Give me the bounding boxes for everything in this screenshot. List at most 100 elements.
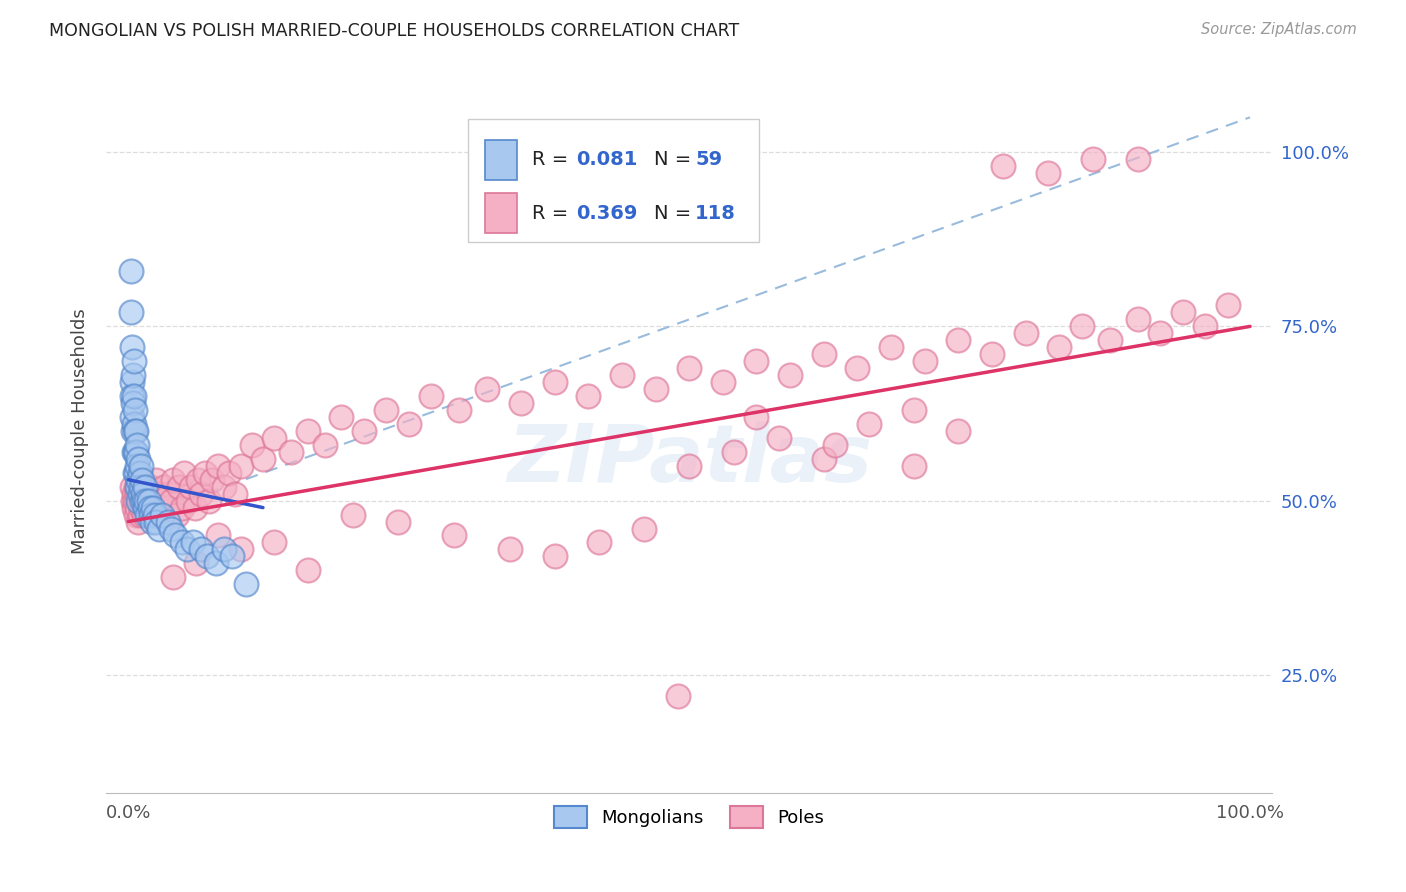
Point	[779, 368, 801, 383]
Point	[121, 424, 143, 438]
Point	[1126, 152, 1149, 166]
Point	[121, 340, 143, 354]
Point	[644, 382, 666, 396]
Point	[120, 263, 142, 277]
Point	[240, 438, 263, 452]
Point	[948, 334, 970, 348]
Point	[177, 493, 200, 508]
Point	[135, 493, 157, 508]
Point	[880, 340, 903, 354]
Point	[201, 473, 224, 487]
Point	[124, 424, 146, 438]
Point	[135, 500, 157, 515]
Point	[330, 409, 353, 424]
Point	[723, 445, 745, 459]
Point	[122, 389, 145, 403]
Bar	[485, 140, 516, 180]
Point	[190, 486, 212, 500]
Point	[165, 528, 187, 542]
Point	[128, 466, 150, 480]
Point	[813, 347, 835, 361]
Point	[142, 500, 165, 515]
Point	[499, 542, 522, 557]
Point	[678, 361, 700, 376]
Point	[136, 480, 159, 494]
Point	[229, 458, 252, 473]
Point	[122, 486, 145, 500]
Point	[125, 480, 148, 494]
Point	[824, 438, 846, 452]
Point	[121, 368, 143, 383]
Point	[190, 542, 212, 557]
Point	[173, 466, 195, 480]
Point	[124, 403, 146, 417]
Point	[125, 445, 148, 459]
Point	[134, 486, 156, 500]
Point	[914, 354, 936, 368]
Legend: Mongolians, Poles: Mongolians, Poles	[547, 798, 831, 835]
Point	[1081, 152, 1104, 166]
Point	[184, 557, 207, 571]
Point	[127, 480, 149, 494]
Point	[150, 493, 173, 508]
Point	[156, 515, 179, 529]
Point	[134, 480, 156, 494]
Point	[131, 480, 153, 494]
Point	[342, 508, 364, 522]
Point	[263, 535, 285, 549]
Point	[124, 445, 146, 459]
Text: 118: 118	[695, 204, 735, 223]
Point	[224, 486, 246, 500]
Point	[745, 409, 768, 424]
Point	[903, 458, 925, 473]
Point	[121, 480, 143, 494]
Point	[157, 486, 180, 500]
Point	[1194, 319, 1216, 334]
Point	[207, 528, 229, 542]
Point	[129, 486, 152, 500]
Point	[150, 508, 173, 522]
Point	[449, 403, 471, 417]
Point	[166, 508, 188, 522]
Point	[121, 409, 143, 424]
Y-axis label: Married-couple Households: Married-couple Households	[72, 308, 89, 554]
Point	[145, 473, 167, 487]
Text: 59: 59	[695, 151, 723, 169]
Point	[127, 500, 149, 515]
Point	[128, 508, 150, 522]
Point	[314, 438, 336, 452]
Text: R =: R =	[531, 204, 574, 223]
Point	[588, 535, 610, 549]
Point	[125, 424, 148, 438]
Text: Source: ZipAtlas.com: Source: ZipAtlas.com	[1201, 22, 1357, 37]
Point	[543, 549, 565, 564]
Point	[172, 535, 194, 549]
Point	[297, 424, 319, 438]
Point	[139, 480, 162, 494]
Point	[176, 542, 198, 557]
Point	[129, 500, 152, 515]
Point	[132, 508, 155, 522]
Point	[132, 493, 155, 508]
Point	[420, 389, 443, 403]
Point	[167, 480, 190, 494]
Point	[212, 480, 235, 494]
Point	[122, 445, 145, 459]
Point	[198, 493, 221, 508]
Point	[1047, 340, 1070, 354]
Point	[127, 515, 149, 529]
Point	[127, 458, 149, 473]
Point	[1070, 319, 1092, 334]
Point	[122, 417, 145, 431]
Point	[136, 508, 159, 522]
Text: MONGOLIAN VS POLISH MARRIED-COUPLE HOUSEHOLDS CORRELATION CHART: MONGOLIAN VS POLISH MARRIED-COUPLE HOUSE…	[49, 22, 740, 40]
Point	[131, 473, 153, 487]
Point	[1036, 166, 1059, 180]
Point	[745, 354, 768, 368]
Point	[121, 396, 143, 410]
Bar	[485, 194, 516, 234]
Point	[141, 500, 163, 515]
Point	[160, 493, 183, 508]
Point	[127, 486, 149, 500]
Point	[768, 431, 790, 445]
